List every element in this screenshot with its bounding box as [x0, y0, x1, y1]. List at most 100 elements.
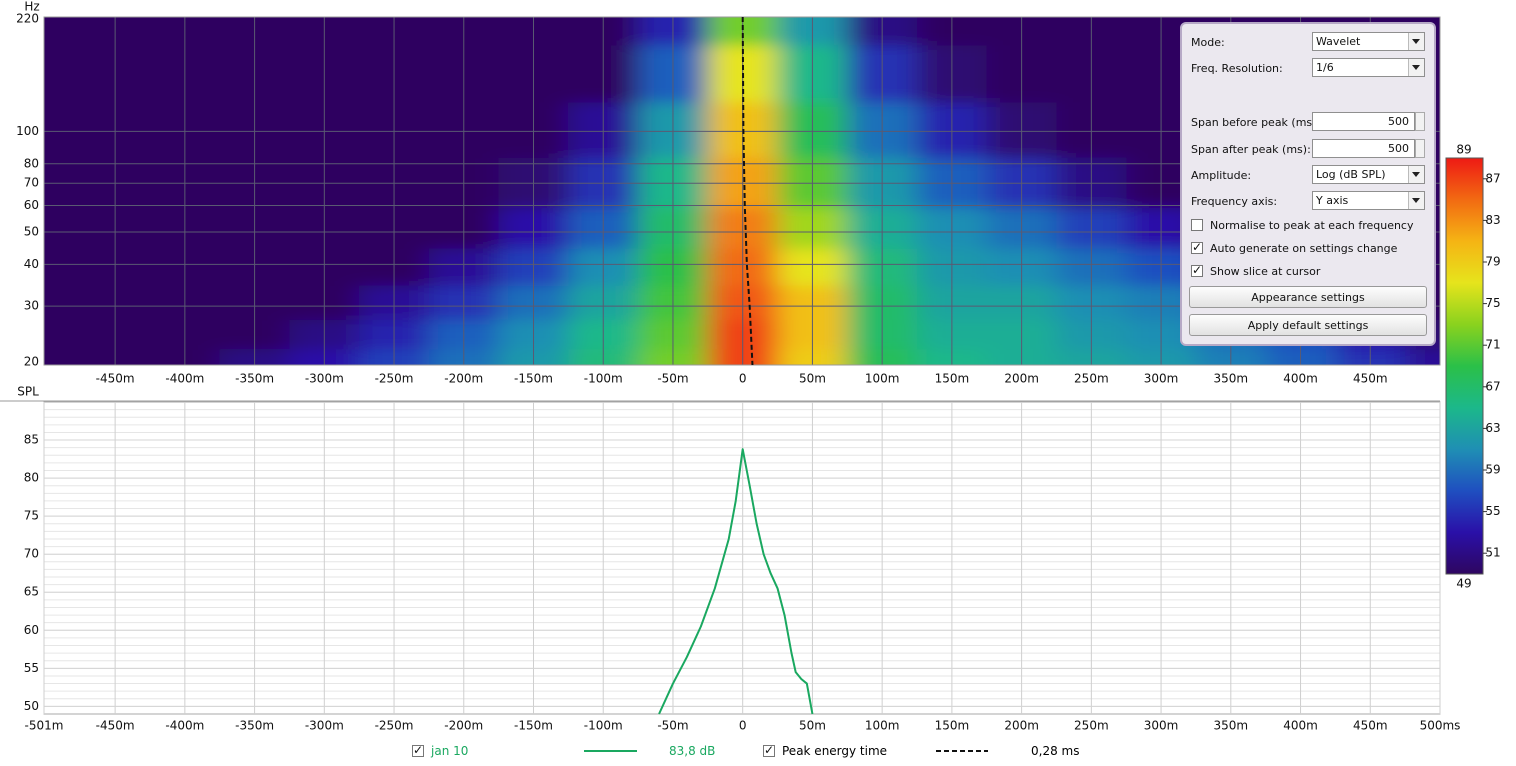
color-tick-label: 79	[1485, 255, 1500, 269]
x-tick-label: -200m	[444, 719, 483, 733]
x-tick-label: 400m	[1283, 719, 1318, 733]
x-tick-label: -150m	[514, 372, 553, 386]
value: Wavelet	[1316, 35, 1361, 48]
x-tick-label: -100m	[584, 372, 623, 386]
x-tick-label: -300m	[305, 719, 344, 733]
x-tick-label: -200m	[444, 372, 483, 386]
x-tick-label: 150m	[935, 372, 970, 386]
heat-cell	[44, 17, 81, 46]
legend-readout: 0,28 ms	[1031, 744, 1080, 758]
x-tick-label: 150m	[935, 719, 970, 733]
x-tick-label: -150m	[514, 719, 553, 733]
frequency-axis-dropdown[interactable]: Y axis	[1312, 191, 1425, 210]
x-tick-label: 350m	[1214, 719, 1249, 733]
label: Show slice at cursor	[1210, 265, 1321, 278]
appearance-button[interactable]: Appearance settings	[1189, 286, 1427, 308]
x-tick-label: -350m	[235, 372, 274, 386]
x-tick-label: 0	[739, 372, 747, 386]
y-tick-label: 80	[24, 471, 39, 485]
color-tick-label: 75	[1485, 296, 1500, 310]
label: Freq. Resolution:	[1191, 62, 1283, 75]
y-tick-label: 50	[24, 225, 39, 239]
color-tick-label: 63	[1485, 421, 1500, 435]
mode-dropdown[interactable]: Wavelet	[1312, 32, 1425, 51]
y-tick-label: 70	[24, 547, 39, 561]
x-tick-label: -250m	[375, 719, 414, 733]
color-tick-label: 55	[1485, 504, 1500, 518]
heat-cell	[44, 248, 81, 286]
checkbox[interactable]	[1191, 240, 1203, 254]
x-tick-label: 50m	[799, 372, 826, 386]
y-tick-label: 60	[24, 198, 39, 212]
x-tick-label: 200m	[1004, 719, 1039, 733]
amplitude-dropdown[interactable]: Log (dB SPL)	[1312, 165, 1425, 184]
x-tick-label: -50m	[657, 719, 688, 733]
color-tick-label: 67	[1485, 379, 1500, 393]
x-tick-label: 350m	[1214, 372, 1249, 386]
y-tick-label: 60	[24, 623, 39, 637]
y-tick-label: 30	[24, 299, 39, 313]
y-tick-label: 70	[24, 176, 39, 190]
span-before-input[interactable]: 500	[1312, 112, 1415, 131]
color-tick-label: 71	[1485, 338, 1500, 352]
span-after-input[interactable]: 500	[1312, 139, 1415, 158]
plot-frame	[43, 16, 1441, 366]
spl-line	[658, 448, 814, 715]
heat-cell	[44, 319, 81, 350]
color-tick-label: 59	[1485, 463, 1500, 477]
value: 1/6	[1316, 61, 1334, 74]
x-tick-label: -450m	[96, 719, 135, 733]
y-tick-label: 85	[24, 433, 39, 447]
label: Normalise to peak at each frequency	[1210, 219, 1414, 232]
legend-label: Peak energy time	[782, 744, 888, 758]
spinner[interactable]	[1415, 112, 1425, 131]
freq-resolution-dropdown[interactable]: 1/6	[1312, 58, 1425, 77]
value: Y axis	[1316, 194, 1349, 207]
legend-checkbox[interactable]	[763, 743, 775, 757]
y-axis-label: Hz	[24, 0, 39, 14]
x-tick-label: -350m	[235, 719, 274, 733]
x-tick-label: 200m	[1004, 372, 1039, 386]
x-tick-label: 0	[739, 719, 747, 733]
heat-cell	[1405, 348, 1440, 365]
x-tick-label: 100m	[865, 719, 900, 733]
color-bar	[1445, 157, 1484, 575]
x-tick-label: 300m	[1144, 372, 1179, 386]
x-tick-label: 250m	[1074, 372, 1109, 386]
heat-cell	[44, 102, 81, 158]
y-tick-label: 75	[24, 509, 39, 523]
spl-grid	[43, 402, 1441, 714]
spinner[interactable]	[1415, 139, 1425, 158]
x-tick-label: -250m	[375, 372, 414, 386]
label: Amplitude:	[1191, 169, 1252, 182]
heat-cell	[44, 44, 81, 103]
legend-label: jan 10	[431, 744, 469, 758]
legend-readout: 83,8 dB	[669, 744, 716, 758]
color-tick-label: 83	[1485, 213, 1500, 227]
x-tick-label: 450m	[1353, 372, 1388, 386]
checkbox[interactable]	[1191, 219, 1203, 231]
x-tick-label: -100m	[584, 719, 623, 733]
checkbox[interactable]	[1191, 263, 1203, 277]
value: Log (dB SPL)	[1316, 168, 1386, 181]
peak-energy-line	[741, 16, 754, 366]
y-tick-label: 100	[16, 124, 39, 138]
x-tick-label: -400m	[165, 719, 204, 733]
y-tick-label: 220	[16, 12, 39, 26]
color-tick-label: 89	[1456, 143, 1471, 157]
x-tick-label: -400m	[165, 372, 204, 386]
x-tick-label: 450m	[1353, 719, 1388, 733]
label: Frequency axis:	[1191, 195, 1278, 208]
y-tick-label: 20	[24, 355, 39, 369]
legend-checkbox[interactable]	[412, 743, 424, 757]
heat-cell	[44, 348, 81, 365]
y-tick-label: 80	[24, 156, 39, 170]
label: Mode:	[1191, 36, 1225, 49]
x-tick-label: 100m	[865, 372, 900, 386]
label: Span after peak (ms):	[1191, 143, 1311, 156]
x-tick-label: -300m	[305, 372, 344, 386]
color-tick-label: 87	[1485, 171, 1500, 185]
color-tick-label: 51	[1485, 546, 1500, 560]
default-button[interactable]: Apply default settings	[1189, 314, 1427, 336]
